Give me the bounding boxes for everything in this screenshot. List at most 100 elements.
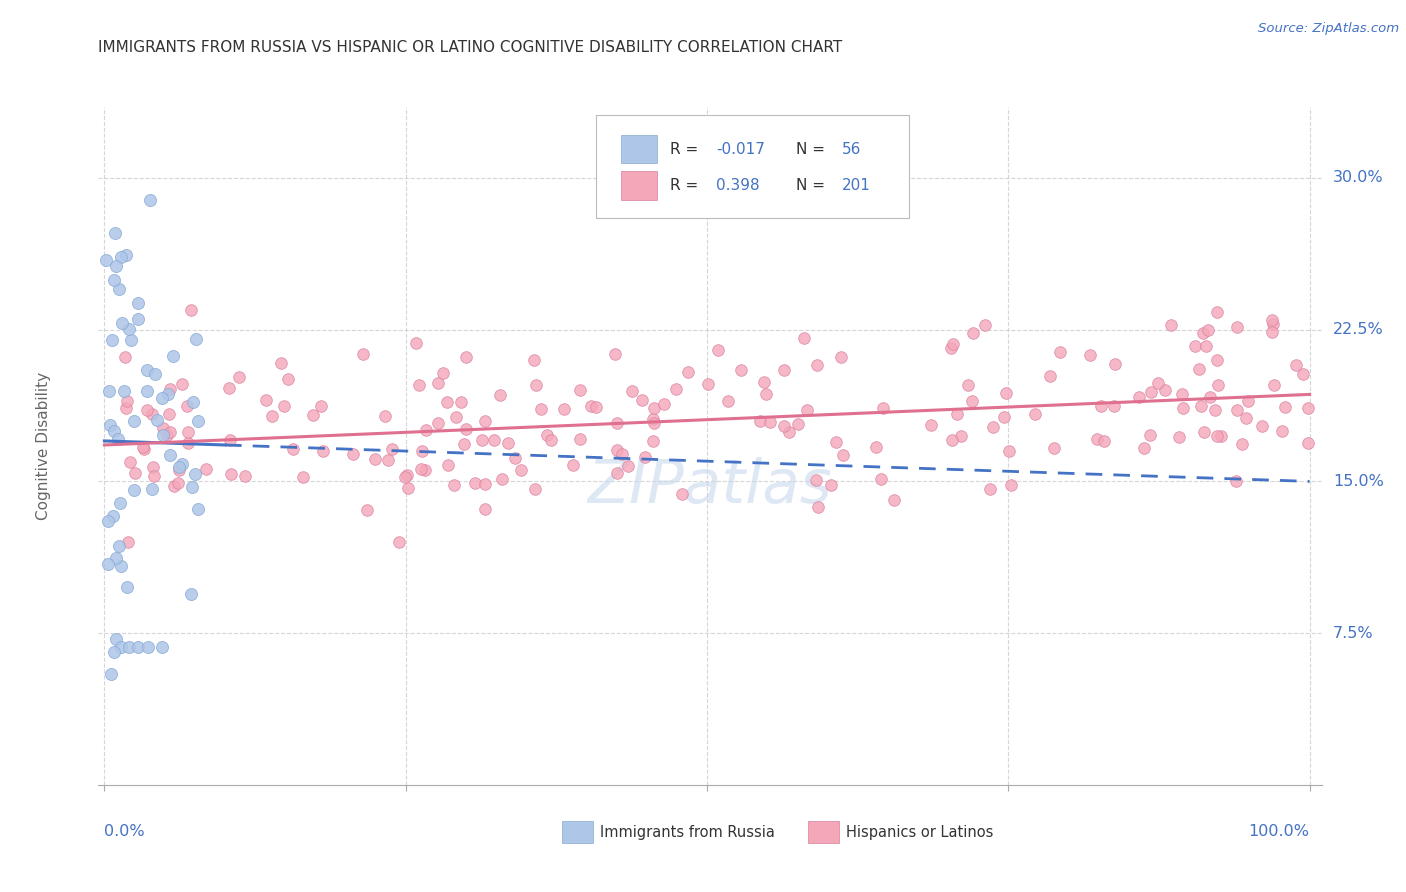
Text: 201: 201 bbox=[842, 178, 870, 194]
Point bbox=[156, 427, 179, 442]
Point bbox=[136, 403, 159, 417]
Text: R =: R = bbox=[669, 142, 703, 157]
Point bbox=[172, 457, 194, 471]
Point bbox=[717, 394, 740, 409]
Point bbox=[1204, 403, 1226, 417]
Point bbox=[620, 384, 643, 398]
Point bbox=[127, 312, 149, 326]
Point bbox=[1206, 353, 1229, 368]
Point bbox=[453, 437, 475, 451]
Point bbox=[474, 502, 496, 516]
Point bbox=[110, 640, 132, 655]
Point bbox=[1195, 339, 1218, 353]
Point bbox=[536, 427, 558, 442]
Point bbox=[530, 402, 553, 417]
Point bbox=[939, 341, 962, 355]
Point bbox=[606, 416, 628, 430]
Point bbox=[641, 412, 664, 426]
Point bbox=[180, 302, 202, 317]
Point bbox=[585, 400, 607, 414]
Point bbox=[1292, 367, 1315, 381]
Point bbox=[1000, 478, 1022, 492]
Point bbox=[112, 384, 135, 398]
Point bbox=[141, 407, 163, 421]
Point bbox=[755, 387, 778, 401]
Point bbox=[1039, 369, 1062, 384]
Point bbox=[117, 640, 139, 655]
Point bbox=[830, 351, 852, 365]
Point bbox=[159, 425, 181, 439]
Point bbox=[177, 425, 200, 439]
Point bbox=[941, 433, 963, 447]
Point bbox=[443, 477, 465, 491]
Point bbox=[454, 350, 477, 364]
Point bbox=[101, 334, 124, 348]
Point bbox=[254, 393, 277, 408]
Point bbox=[228, 369, 250, 384]
Point bbox=[1260, 325, 1282, 339]
Point bbox=[643, 434, 665, 448]
Point bbox=[1092, 434, 1115, 448]
Point bbox=[415, 423, 437, 437]
Point bbox=[950, 429, 973, 443]
Point bbox=[273, 399, 295, 413]
Point bbox=[1024, 408, 1046, 422]
Point bbox=[945, 408, 967, 422]
Point bbox=[1102, 399, 1125, 413]
Point bbox=[110, 250, 132, 264]
Point bbox=[260, 409, 283, 423]
Point bbox=[1171, 387, 1194, 401]
Point bbox=[104, 226, 127, 240]
Point bbox=[107, 432, 129, 446]
Point bbox=[105, 260, 128, 274]
Point bbox=[180, 587, 202, 601]
Point bbox=[865, 440, 887, 454]
Point bbox=[396, 467, 419, 482]
Point bbox=[553, 402, 575, 417]
Point bbox=[436, 395, 458, 409]
Point bbox=[643, 401, 665, 416]
Point bbox=[665, 382, 688, 396]
Point bbox=[1197, 323, 1219, 337]
Point bbox=[1209, 429, 1232, 443]
Point bbox=[142, 469, 165, 483]
Point bbox=[411, 462, 433, 476]
Point bbox=[707, 343, 730, 357]
Point bbox=[489, 388, 512, 402]
Point bbox=[181, 394, 204, 409]
Point bbox=[381, 442, 404, 457]
FancyBboxPatch shape bbox=[596, 115, 910, 218]
Point bbox=[150, 391, 173, 405]
Point bbox=[1206, 305, 1229, 319]
Point bbox=[94, 252, 117, 267]
Point bbox=[115, 248, 138, 262]
Point bbox=[162, 349, 184, 363]
Point bbox=[281, 442, 304, 457]
Point bbox=[806, 359, 828, 373]
Text: Cognitive Disability: Cognitive Disability bbox=[37, 372, 51, 520]
Point bbox=[100, 417, 122, 432]
Point bbox=[143, 367, 166, 381]
Point bbox=[523, 352, 546, 367]
Point bbox=[436, 458, 458, 472]
Point bbox=[150, 640, 173, 655]
Point bbox=[754, 375, 776, 389]
Point bbox=[643, 416, 665, 430]
Point bbox=[108, 282, 131, 296]
Point bbox=[993, 409, 1015, 424]
Point bbox=[108, 539, 131, 553]
Point bbox=[652, 397, 675, 411]
Point bbox=[1199, 390, 1222, 404]
Point bbox=[872, 401, 894, 416]
Point bbox=[995, 386, 1018, 401]
Point bbox=[302, 408, 325, 422]
Point bbox=[1225, 475, 1247, 489]
Point bbox=[997, 443, 1019, 458]
Point bbox=[103, 424, 125, 438]
Point bbox=[603, 347, 626, 361]
Point bbox=[793, 331, 815, 345]
Point bbox=[569, 432, 592, 446]
Text: 30.0%: 30.0% bbox=[1333, 170, 1384, 186]
Point bbox=[562, 458, 585, 472]
Point bbox=[141, 482, 163, 496]
